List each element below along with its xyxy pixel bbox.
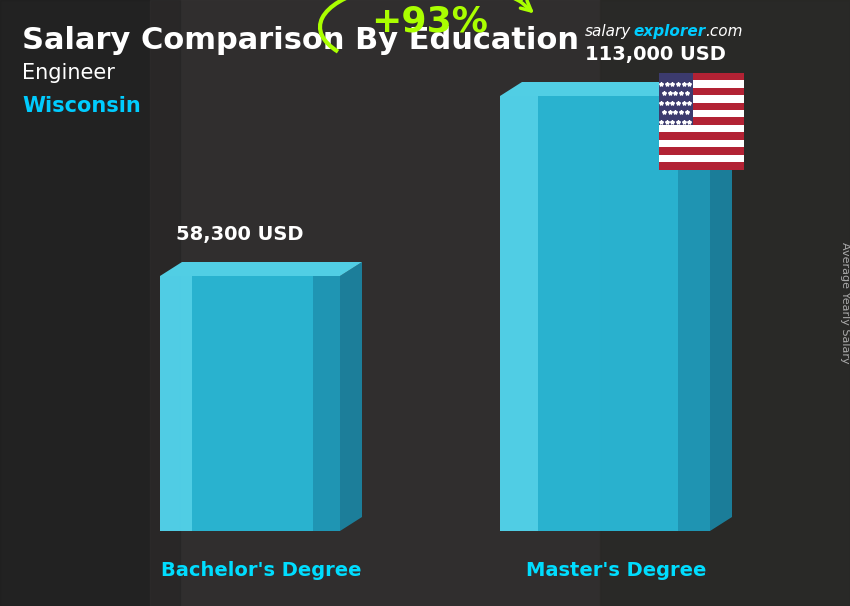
Polygon shape <box>313 276 340 531</box>
Polygon shape <box>500 82 732 96</box>
Text: .com: .com <box>705 24 743 39</box>
Bar <box>659 80 744 88</box>
Text: Master's Degree: Master's Degree <box>526 562 706 581</box>
Text: explorer: explorer <box>633 24 706 39</box>
Text: Average Yearly Salary: Average Yearly Salary <box>840 242 850 364</box>
Polygon shape <box>340 262 362 531</box>
Polygon shape <box>678 96 710 531</box>
Text: 113,000 USD: 113,000 USD <box>585 45 725 64</box>
Bar <box>659 132 744 140</box>
Text: Bachelor's Degree: Bachelor's Degree <box>161 562 361 581</box>
Bar <box>659 155 744 162</box>
Text: Engineer: Engineer <box>22 63 115 83</box>
Polygon shape <box>160 276 340 531</box>
Text: salary: salary <box>585 24 632 39</box>
Bar <box>659 102 744 110</box>
Bar <box>659 162 744 170</box>
Text: Salary Comparison By Education: Salary Comparison By Education <box>22 26 579 55</box>
Polygon shape <box>160 262 362 276</box>
Bar <box>659 73 693 125</box>
Polygon shape <box>500 96 538 531</box>
Bar <box>659 88 744 95</box>
Polygon shape <box>500 96 710 531</box>
Text: 58,300 USD: 58,300 USD <box>176 225 303 244</box>
Polygon shape <box>710 82 732 531</box>
Bar <box>659 147 744 155</box>
Bar <box>659 125 744 132</box>
Text: +93%: +93% <box>371 5 489 39</box>
Bar <box>659 73 744 80</box>
Text: Wisconsin: Wisconsin <box>22 96 141 116</box>
Polygon shape <box>160 276 192 531</box>
Bar <box>659 118 744 125</box>
Bar <box>659 110 744 118</box>
Bar <box>659 140 744 147</box>
Bar <box>659 95 744 102</box>
